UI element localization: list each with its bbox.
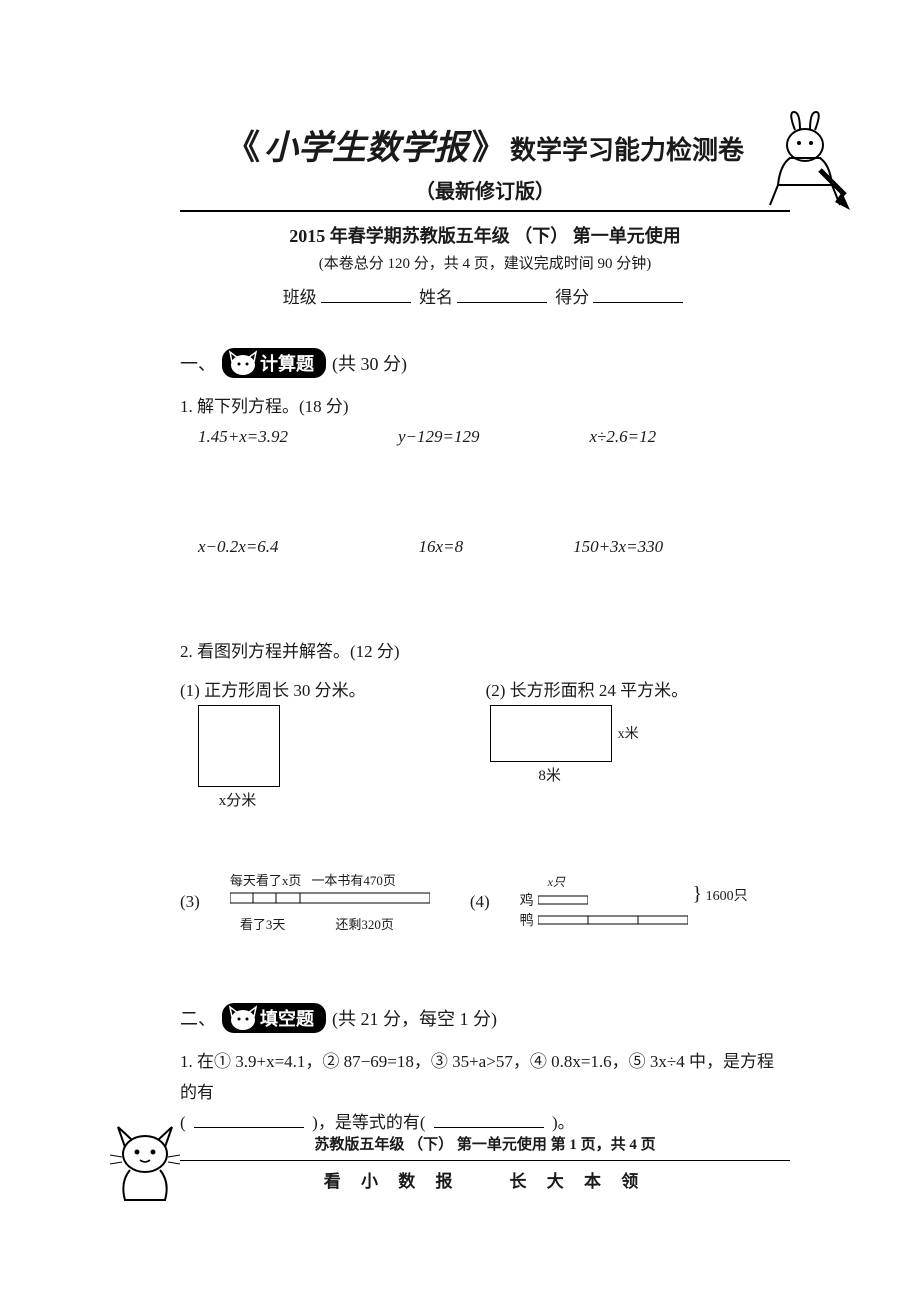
s2-q1-b: )，是等式的有( (312, 1113, 425, 1132)
section1-badge-text: 计算题 (260, 350, 314, 376)
s2-q1-line1: 1. 在① 3.9+x=4.1，② 87−69=18，③ 35+a>57，④ 0… (180, 1052, 774, 1102)
header: 《 小学生数学报 》 数学学习能力检测卷 （最新修订版） 2015 年春学期苏教… (180, 120, 790, 308)
q2-sub1: (1) 正方形周长 30 分米。 x分米 (180, 676, 366, 810)
q1-stem: 1. 解下列方程。(18 分) (180, 392, 790, 417)
section2-points: (共 21 分，每空 1 分) (332, 1005, 497, 1031)
exam-page: 《 小学生数学报 》 数学学习能力检测卷 （最新修订版） 2015 年春学期苏教… (0, 0, 920, 1302)
duck-bar-icon (538, 915, 688, 925)
footer-2b: 长 大 本 领 (510, 1172, 647, 1191)
score-label: 得分 (555, 288, 589, 307)
s2-blank-1[interactable] (194, 1110, 304, 1128)
s2-q1-a: ( (180, 1113, 186, 1132)
header-rule (180, 210, 790, 212)
section1-head: 一、 计算题 (共 30 分) (180, 348, 790, 378)
sub4-row2: 鸭 (520, 910, 534, 930)
script-title: 小学生数学报 (264, 120, 468, 169)
s2-q1: 1. 在① 3.9+x=4.1，② 87−69=18，③ 35+a>57，④ 0… (180, 1047, 790, 1139)
section2-number: 二、 (180, 1005, 216, 1031)
eq-row-2: x−0.2x=6.4 16x=8 150+3x=330 (198, 537, 790, 557)
footer-2a: 看 小 数 报 (324, 1172, 461, 1191)
chicken-bar-icon (538, 895, 588, 905)
section2-badge-text: 填空题 (260, 1005, 314, 1031)
subtitle: （最新修订版） (180, 175, 790, 204)
bracket-open: 《 (226, 120, 260, 169)
sub4-total: 1600只 (706, 889, 748, 904)
section2-head: 二、 填空题 (共 21 分，每空 1 分) (180, 1003, 790, 1033)
eq-5: 16x=8 (419, 537, 464, 557)
s2-blank-2[interactable] (434, 1110, 544, 1128)
class-label: 班级 (283, 288, 317, 307)
sub4-row1: 鸡 (520, 890, 534, 910)
cat-mascot-icon (110, 1122, 180, 1202)
footer-line2: 看 小 数 报 长 大 本 领 (180, 1167, 790, 1192)
q2-stem: 2. 看图列方程并解答。(12 分) (180, 637, 790, 662)
name-blank[interactable] (457, 285, 547, 303)
sub3-top-right: 一本书有470页 (311, 870, 396, 889)
s2-q1-c: )。 (552, 1113, 575, 1132)
q2-sub4-diagram: x只 鸡 鸭 } 1600只 (520, 873, 688, 930)
eq-3: x÷2.6=12 (590, 427, 657, 447)
q2-sub2-side: x米 (618, 723, 639, 743)
sub3-bottom-left: 看了3天 (240, 914, 286, 933)
eq-4: x−0.2x=6.4 (198, 537, 279, 557)
q2-sub1-caption: x分米 (180, 789, 295, 810)
q2-row1: (1) 正方形周长 30 分米。 x分米 (2) 长方形面积 24 平方米。 x… (180, 676, 790, 810)
q2-sub3-diagram: 每天看了x页 一本书有470页 看了3天 还剩320页 (230, 870, 430, 933)
section1-badge: 计算题 (222, 348, 326, 378)
footer-rule (180, 1160, 790, 1161)
sub3-bottom-right: 还剩320页 (335, 914, 394, 933)
eq-2: y−129=129 (398, 427, 480, 447)
eq-6: 150+3x=330 (573, 537, 663, 557)
class-blank[interactable] (321, 285, 411, 303)
rect-shape (490, 705, 612, 762)
footer: 苏教版五年级 （下） 第一单元使用 第 1 页，共 4 页 看 小 数 报 长 … (180, 1133, 790, 1192)
eq-1: 1.45+x=3.92 (198, 427, 288, 447)
q2-sub2-bottom: 8米 (486, 764, 614, 785)
section1-number: 一、 (180, 350, 216, 376)
q2-sub2: (2) 长方形面积 24 平方米。 x米 8米 (486, 676, 689, 810)
main-title: 数学学习能力检测卷 (510, 130, 744, 167)
blanks-line: 班级 姓名 得分 (180, 283, 790, 308)
q2-sub2-label: (2) 长方形面积 24 平方米。 (486, 676, 689, 701)
info-line: 2015 年春学期苏教版五年级 （下） 第一单元使用 (180, 222, 790, 248)
sub4-x: x只 (548, 873, 688, 890)
rabbit-mascot-icon (760, 110, 850, 210)
footer-line1: 苏教版五年级 （下） 第一单元使用 第 1 页，共 4 页 (180, 1133, 790, 1154)
section1-points: (共 30 分) (332, 350, 407, 376)
bracket-close: 》 (472, 120, 506, 169)
title-row: 《 小学生数学报 》 数学学习能力检测卷 (180, 120, 790, 169)
eq-row-1: 1.45+x=3.92 y−129=129 x÷2.6=12 (198, 427, 790, 447)
q2-row2: (3) 每天看了x页 一本书有470页 看了3天 还剩320页 (4) x只 鸡 (180, 870, 790, 933)
q2-sub1-label: (1) 正方形周长 30 分米。 (180, 676, 366, 701)
section2-badge: 填空题 (222, 1003, 326, 1033)
cat-icon (228, 1005, 258, 1031)
cat-icon (228, 350, 258, 376)
name-label: 姓名 (419, 288, 453, 307)
score-blank[interactable] (593, 285, 683, 303)
bar-icon (230, 889, 430, 909)
q2-sub3-label: (3) (180, 892, 200, 912)
q2-sub4-label: (4) (470, 892, 490, 912)
sub3-top-left: 每天看了x页 (230, 870, 302, 889)
note-line: (本卷总分 120 分，共 4 页，建议完成时间 90 分钟) (180, 252, 790, 273)
square-shape (198, 705, 280, 787)
